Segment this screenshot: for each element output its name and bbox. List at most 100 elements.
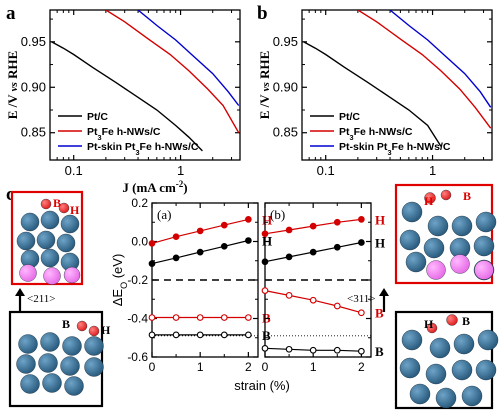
pt-atom <box>473 235 495 257</box>
o-atom <box>440 189 452 201</box>
pt-atom <box>399 357 421 379</box>
y-tick-label: 0.95 <box>273 34 298 49</box>
pt-atom <box>405 251 427 273</box>
site-label-h: H <box>101 323 111 337</box>
data-point <box>333 302 341 310</box>
x-tick-label: 1 <box>177 163 184 178</box>
pt-atom <box>453 333 475 355</box>
pt-atom <box>477 329 499 351</box>
pt-atom <box>60 214 80 234</box>
fe-atom <box>63 266 81 284</box>
data-point <box>261 287 269 294</box>
data-point <box>309 296 317 304</box>
data-point <box>333 243 341 251</box>
y-tick-label: 0.0 <box>131 235 148 249</box>
pt-atom <box>401 201 423 223</box>
data-point <box>220 331 228 339</box>
pt-atom <box>20 212 40 232</box>
y-tick-label: -0.6 <box>127 350 148 364</box>
series-line-1 <box>105 10 240 134</box>
x-axis-label: strain (%) <box>234 378 290 393</box>
series-end-label: H <box>375 212 385 227</box>
data-point <box>285 253 293 261</box>
pt-atom <box>427 215 449 237</box>
pt-atom <box>60 356 80 376</box>
pt-atom <box>451 215 473 237</box>
site-label-h: H <box>424 194 434 208</box>
data-point <box>220 242 228 250</box>
pt-atom <box>475 211 497 233</box>
fe-atom <box>19 264 37 282</box>
legend-label-2: Pt-skin Pt3Fe h-NWs/C <box>87 141 199 157</box>
data-point <box>245 331 252 339</box>
site-label-b: B <box>62 317 70 331</box>
atomic-structures: B H<211>B HH B<311>H B <box>8 183 499 410</box>
data-point <box>285 226 293 234</box>
data-point <box>148 331 156 339</box>
data-point <box>309 248 317 256</box>
pt-atom <box>435 387 457 409</box>
data-point <box>358 309 365 317</box>
fe-atom <box>474 260 494 280</box>
y-tick-label: 0.90 <box>21 79 46 94</box>
data-point <box>358 239 365 246</box>
data-point <box>309 346 317 354</box>
legend-label-0: Pt/C <box>339 111 360 123</box>
data-point <box>196 331 204 339</box>
miller-211-arrow-head <box>15 288 25 296</box>
legend-label-2: Pt-skin Pt3Fe h-NWs/C <box>339 141 451 157</box>
y-tick-label: -0.2 <box>127 273 148 287</box>
y-axis-label: E /V vs RHE <box>257 51 272 120</box>
panel-b-chart: 0.1 1 0.85 0.90 0.95E /V vs RHE Pt/C Pt3Fe h-N… <box>257 9 493 178</box>
data-point <box>148 260 156 267</box>
legend-label-1: Pt3Fe h-NWs/C <box>87 126 161 142</box>
legend-label-1: Pt3Fe h-NWs/C <box>339 126 413 142</box>
data-point <box>309 222 317 230</box>
series-end-label: H <box>262 212 272 227</box>
series-end-label: B <box>375 344 384 359</box>
data-point <box>172 314 180 321</box>
pt-atom <box>20 374 40 394</box>
o-atom <box>424 192 436 204</box>
y-axis-label: ΔEO (eV) <box>110 254 129 307</box>
pt-atom <box>423 237 445 259</box>
series-line-2 <box>137 10 240 106</box>
subpanel-label: (b) <box>270 207 285 222</box>
data-point <box>285 292 293 299</box>
x-axis-label: J (mA cm-2) <box>122 179 187 195</box>
y-axis-label: E /V vs RHE <box>5 51 20 120</box>
miller-311-label: <311> <box>347 293 376 305</box>
pt-atom <box>56 233 76 253</box>
pt-atom <box>40 332 60 352</box>
pt-atom <box>399 229 421 251</box>
y-tick-label: 0.95 <box>21 34 46 49</box>
data-point <box>196 227 204 235</box>
data-point <box>172 233 180 241</box>
panel-a-chart: 0.1 1 0.85 0.90 0.95E /V vs RHE J (mA cm-2) Pt… <box>5 9 241 195</box>
series-end-label: B <box>375 306 384 321</box>
x-tick-label: 0.1 <box>65 163 83 178</box>
miller-311-arrow-head <box>379 288 389 296</box>
x-tick-label: 0 <box>149 360 156 374</box>
series-line-2 <box>389 10 492 108</box>
pt-atom <box>461 385 483 407</box>
site-label-b: B <box>53 196 61 210</box>
data-point <box>261 230 269 238</box>
pt-atom <box>42 373 62 393</box>
o-atom <box>58 202 70 214</box>
pt-atom <box>84 357 104 377</box>
data-point <box>148 240 156 247</box>
pt-atom <box>40 210 60 230</box>
panel-label-a: a <box>6 3 16 24</box>
pt-atom <box>475 359 497 381</box>
o-atom <box>446 314 458 326</box>
x-tick-label: 1 <box>310 360 317 374</box>
data-point <box>261 258 269 266</box>
data-point <box>245 237 252 244</box>
x-tick-label: 1 <box>429 163 436 178</box>
pt-atom <box>409 383 431 405</box>
site-label-h: H <box>424 317 434 331</box>
x-tick-label: 0.1 <box>317 163 335 178</box>
